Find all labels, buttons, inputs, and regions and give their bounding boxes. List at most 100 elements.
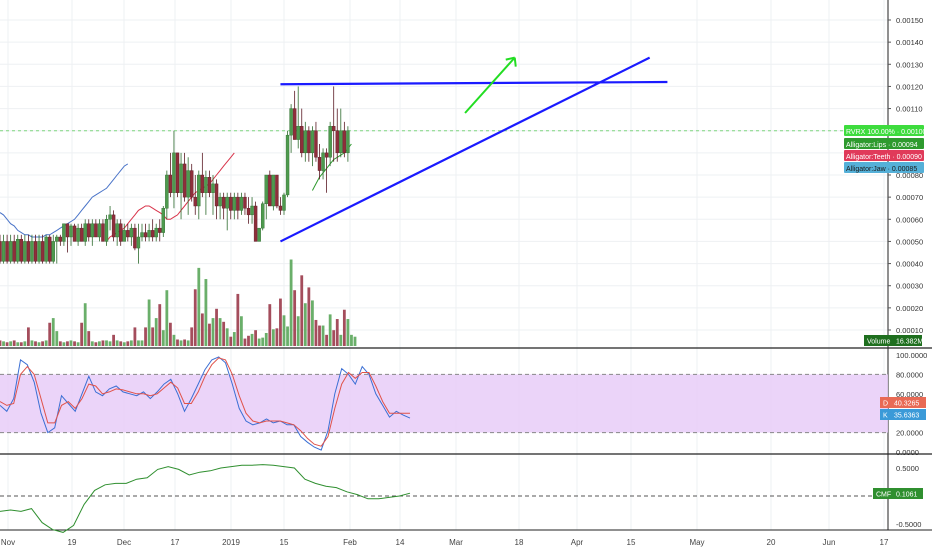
candle-body [65,223,70,238]
volume-bar [133,327,137,346]
volume-bar [94,342,98,346]
time-tick-label: Mar [449,538,463,547]
candle-body [253,205,258,242]
volume-bar [311,300,314,346]
candle-body [168,174,173,193]
volume-bar [154,318,158,346]
candle-body [147,230,151,238]
volume-bar [112,334,115,346]
volume-bar [105,340,108,346]
volume-bar [98,341,101,346]
volume-bar [204,279,208,346]
cmf-tick-label: 0.5000 [896,464,919,473]
candle-body [271,174,276,207]
volume-bar [208,323,211,346]
candle-body [346,130,350,154]
volume-bar [147,299,151,346]
volume-bar [48,322,52,346]
candle-body [55,236,59,242]
candle-body [0,241,2,262]
volume-bar [254,330,257,346]
volume-bar [129,340,133,346]
time-tick-label: Jun [823,538,836,547]
lips-badge-text: Alligator:Lips · 0.00094 [846,142,918,149]
volume-bar [2,341,5,346]
price-tick-label: 0.00060 [896,215,923,224]
volume-bar [243,338,247,346]
candle-body [79,227,84,242]
candle-body [296,126,300,140]
volume-bar [176,339,179,346]
price-tick-label: 0.00070 [896,193,923,202]
volume-bar [90,341,94,346]
time-tick-label: 17 [171,538,180,547]
volume-bar [19,342,23,346]
candle-body [111,214,116,238]
time-tick-label: 19 [68,538,77,547]
volume-bar [236,293,240,346]
candle-body [129,227,134,238]
candle-body [5,241,9,262]
candle-body [285,134,290,196]
price-tick-label: 0.00140 [896,38,923,47]
candle-body [278,205,283,211]
volume-bar [328,314,332,346]
candle-body [275,174,279,207]
volume-bar [119,341,123,346]
candle-body [122,230,126,242]
volume-badge [864,335,922,346]
volume-bar [5,342,9,346]
candle-body [76,227,80,242]
volume-bar [137,340,140,346]
candle-body [12,241,16,262]
candle-body [207,177,212,193]
candle-body [310,130,315,154]
lips-badge [844,138,924,149]
candle-body [33,241,38,262]
candle-body [94,223,98,238]
cmf-badge [873,488,923,499]
price-tick-label: 0.00120 [896,82,923,91]
candle-body [126,230,130,238]
candle-body [136,236,141,249]
volume-bar [69,340,73,346]
candle-body [218,196,222,207]
volume-bar [303,303,307,346]
teeth-badge [844,150,924,161]
volume-bar [222,321,226,346]
candle-body [19,239,23,262]
candle-body [324,152,329,158]
candle-body [8,241,13,262]
volume-bar [332,330,336,346]
rsi-tick-label: 100.0000 [896,351,927,360]
candle-body [108,214,112,220]
candle-body [243,196,247,209]
volume-bar [325,334,328,346]
cmf-line [0,464,411,533]
volume-bar [165,290,169,346]
volume-bar [62,342,66,346]
time-tick-label: 18 [515,538,524,547]
volume-bar [140,340,144,346]
volume-bar [250,333,254,346]
candle-body [58,236,63,242]
price-tick-label: 0.00030 [896,282,923,291]
volume-bar [179,340,183,346]
candle-body [161,208,166,233]
candle-body [69,225,73,238]
candle-body [143,232,148,238]
volume-bar [158,304,162,346]
candle-body [140,232,144,238]
candle-body [221,196,226,209]
candle-body [133,227,137,249]
price-tick-label: 0.00010 [896,326,923,335]
volume-bar [350,334,353,346]
price-badge [844,125,924,136]
time-tick-label: Feb [343,538,357,547]
volume-bar [76,342,80,346]
candle-body [26,241,31,262]
k-badge-label: K [883,413,888,420]
candle-body [261,203,265,229]
candle-body [246,208,251,216]
